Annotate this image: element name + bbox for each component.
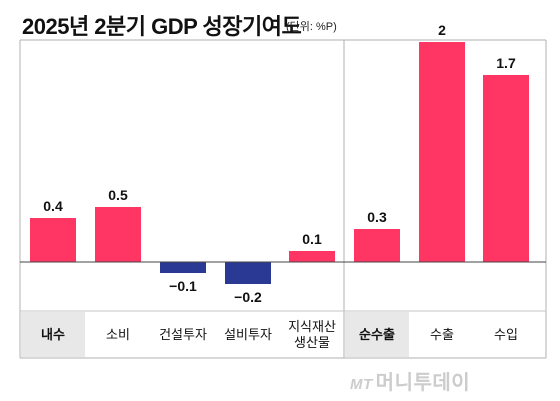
value-label-3: −0.1: [169, 278, 197, 294]
value-label-2: 0.5: [108, 187, 128, 203]
category-label-6: 순수출: [359, 327, 395, 342]
category-label-1: 내수: [41, 327, 65, 342]
value-label-1: 0.4: [43, 198, 63, 214]
value-label-5: 0.1: [302, 231, 322, 247]
category-label-7: 수출: [430, 327, 454, 342]
bar-2: [95, 207, 141, 262]
chart-title: 2025년 2분기 GDP 성장기여도: [22, 14, 302, 39]
value-label-4: −0.2: [234, 289, 262, 305]
value-label-7: 2: [438, 22, 446, 38]
value-label-8: 1.7: [496, 55, 516, 71]
bar-1: [30, 218, 76, 262]
category-label-4: 설비투자: [224, 327, 272, 342]
bar-4: [225, 262, 271, 284]
brand-watermark: MT 머니투데이: [350, 366, 470, 395]
brand-logo-text: MT: [350, 376, 373, 393]
bar-8: [483, 75, 529, 262]
group-label-bg-6: [345, 312, 409, 357]
category-label-8: 수입: [494, 327, 518, 342]
group-label-bg-1: [21, 312, 85, 357]
category-label-5: 지식재산 생산물: [288, 319, 336, 350]
brand-name: 머니투데이: [375, 372, 471, 394]
bar-6: [354, 229, 400, 262]
bar-3: [160, 262, 206, 273]
value-label-6: 0.3: [367, 209, 387, 225]
bar-5: [289, 251, 335, 262]
category-label-3: 건설투자: [159, 327, 207, 342]
chart-unit: (단위: %P): [286, 21, 337, 33]
bar-7: [419, 42, 465, 262]
category-label-2: 소비: [106, 327, 130, 342]
